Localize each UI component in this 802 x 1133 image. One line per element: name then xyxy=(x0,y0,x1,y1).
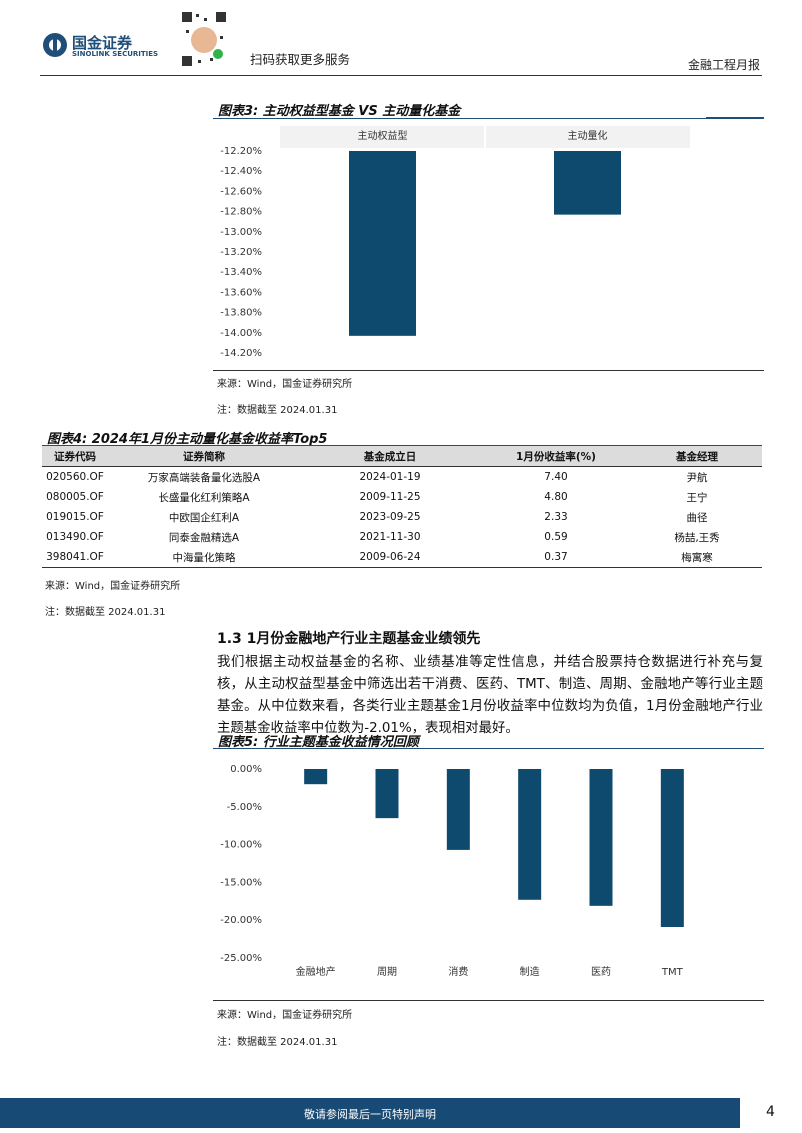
column-header: 证券代码 xyxy=(42,446,108,467)
table-row: 020560.OF 万家高端装备量化选股A 2024-01-19 7.40 尹航 xyxy=(42,467,762,488)
chart: -12.20% -12.40% -12.60% -12.80% -13.00% -13.2… xyxy=(220,126,690,359)
note: 注：数据截至 2024.01.31 xyxy=(45,607,166,618)
y-tick-label: -5.00% xyxy=(227,802,262,813)
x-tick-label: 医药 xyxy=(591,966,611,978)
table-row: 013490.OF 同泰金融精选A 2021-11-30 0.59 杨喆,王秀 xyxy=(42,527,762,547)
x-tick-label: TMT xyxy=(661,967,684,978)
table-cell: 2009-11-25 xyxy=(359,491,421,503)
table-cell: 2024-01-19 xyxy=(359,471,421,483)
table: 证券代码 证券简称 基金成立日 1月份收益率(%) 基金经理 020560.OF 万家高端装… xyxy=(42,446,762,568)
x-tick-label: 制造 xyxy=(520,965,540,978)
x-tick-label: 主动量化 xyxy=(568,129,608,142)
y-tick-label: -12.40% xyxy=(220,166,262,177)
y-tick-label: -13.80% xyxy=(220,308,262,319)
x-tick-label: 主动权益型 xyxy=(358,129,408,142)
table-row: 398041.OF 中海量化策略 2009-06-24 0.37 梅寓寒 xyxy=(42,547,762,568)
note: 注：数据截至 2024.01.31 xyxy=(217,405,338,416)
table-cell: 7.40 xyxy=(544,471,568,483)
note: 注：数据截至 2024.01.31 xyxy=(217,1037,338,1048)
paragraph: 我们根据主动权益基金的名称、业绩基准等定性信息，并结合股票持仓数据进行补充与复核… xyxy=(217,655,763,736)
table-cell: 王宁 xyxy=(686,491,708,504)
source: 来源：Wind，国金证券研究所 xyxy=(217,1010,353,1021)
table-cell: 0.37 xyxy=(480,547,632,568)
y-tick-label: -12.80% xyxy=(220,207,262,218)
table-cell: 中欧国企红利A xyxy=(168,511,240,524)
y-tick-label: -15.00% xyxy=(220,877,262,888)
y-tick-label: -12.60% xyxy=(220,186,262,197)
qr-caption: 扫码获取更多服务 xyxy=(250,52,351,67)
table-cell: 梅寓寒 xyxy=(632,547,762,568)
x-tick-label: 周期 xyxy=(377,966,397,978)
y-tick-label: -13.40% xyxy=(220,267,262,278)
report-type: 金融工程月报 xyxy=(687,58,760,72)
column-header: 1月份收益率(%) xyxy=(480,446,632,467)
table-cell: 杨喆,王秀 xyxy=(674,531,720,544)
y-tick-label: -12.20% xyxy=(220,146,262,157)
bar xyxy=(349,151,416,336)
table-rule xyxy=(42,445,762,446)
bar xyxy=(446,769,470,850)
figure-rule xyxy=(213,1000,764,1001)
y-tick-label: -25.00% xyxy=(220,953,262,964)
y-tick-label: -14.00% xyxy=(220,328,262,339)
y-tick-label: -13.20% xyxy=(220,247,262,258)
page-number: 4 xyxy=(766,1104,775,1120)
source: 来源：Wind，国金证券研究所 xyxy=(45,581,181,592)
header-rule xyxy=(40,75,762,76)
column-header: 基金成立日 xyxy=(300,446,480,467)
bar xyxy=(554,151,621,215)
bar xyxy=(660,769,684,928)
bar xyxy=(304,769,328,785)
column-header: 证券简称 xyxy=(108,446,300,467)
logo-icon xyxy=(43,33,67,57)
figure-rule xyxy=(213,370,764,371)
table-cell: 0.59 xyxy=(544,531,568,543)
column-header: 基金经理 xyxy=(632,446,762,467)
table-cell: 398041.OF xyxy=(42,547,108,568)
table-cell: 4.80 xyxy=(544,491,568,503)
table-cell: 长盛量化红利策略A xyxy=(158,491,250,504)
table-cell: 013490.OF xyxy=(46,531,104,543)
bar xyxy=(518,769,542,900)
bar xyxy=(375,769,399,819)
table-title: 图表4: 2024年1月份主动量化基金收益率Top5 xyxy=(47,432,328,447)
table-cell: 2023-09-25 xyxy=(359,511,421,523)
table-cell: 020560.OF xyxy=(46,471,104,483)
table-cell: 019015.OF xyxy=(46,511,104,523)
table-cell: 2.33 xyxy=(544,511,568,523)
figure-rule-accent xyxy=(706,117,764,119)
table-row: 019015.OF 中欧国企红利A 2023-09-25 2.33 曲径 xyxy=(42,507,762,527)
logo-name-en: SINOLINK SECURITIES xyxy=(72,50,159,58)
y-tick-label: 0.00% xyxy=(230,764,262,775)
y-tick-label: -14.20% xyxy=(220,348,262,359)
table-cell: 尹航 xyxy=(686,471,708,484)
source: 来源：Wind，国金证券研究所 xyxy=(217,379,353,390)
table-row: 080005.OF 长盛量化红利策略A 2009-11-25 4.80 王宁 xyxy=(42,487,762,507)
table-cell: 2021-11-30 xyxy=(359,531,421,543)
figure-title: 图表5: 行业主题基金收益情况回顾 xyxy=(218,735,419,750)
table-cell: 080005.OF xyxy=(46,491,104,503)
figure-title: 图表3: 主动权益型基金 VS 主动量化基金 xyxy=(218,104,461,119)
table-cell: 中海量化策略 xyxy=(108,547,300,568)
table-cell: 同泰金融精选A xyxy=(168,531,240,544)
y-tick-label: -13.00% xyxy=(220,227,262,238)
figure-rule xyxy=(213,748,764,749)
logo-name: 国金证券 xyxy=(72,34,133,52)
chart: 0.00% -5.00% -10.00% -15.00% -20.00% -25.00% 金… xyxy=(220,764,684,978)
table-cell: 曲径 xyxy=(686,511,708,524)
footer-bar xyxy=(0,1098,740,1128)
disclaimer: 敬请参阅最后一页特别声明 xyxy=(304,1108,436,1121)
table-cell: 2009-06-24 xyxy=(300,547,480,568)
qr-code xyxy=(180,10,228,68)
bar xyxy=(589,769,613,906)
x-tick-label: 消费 xyxy=(448,965,468,978)
section-heading: 1.3 1月份金融地产行业主题基金业绩领先 xyxy=(217,631,481,647)
figure-rule xyxy=(213,118,764,119)
y-tick-label: -13.60% xyxy=(220,287,262,298)
x-tick-label: 金融地产 xyxy=(296,965,336,978)
table-cell: 万家高端装备量化选股A xyxy=(147,471,261,484)
y-tick-label: -20.00% xyxy=(220,915,262,926)
y-tick-label: -10.00% xyxy=(220,840,262,851)
